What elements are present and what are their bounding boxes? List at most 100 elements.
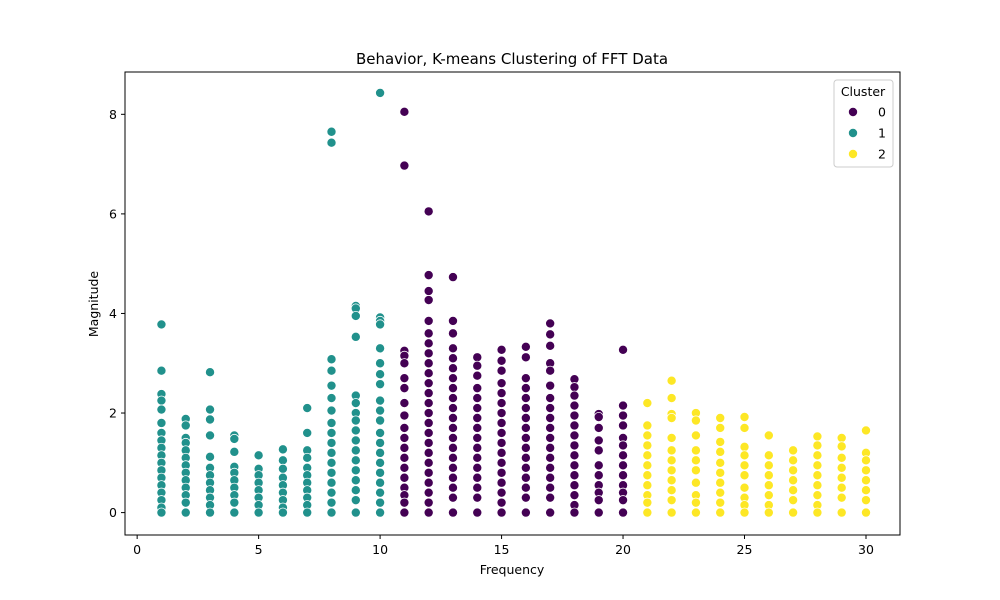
data-point-cluster-0 [447, 353, 458, 364]
data-point-cluster-0 [399, 472, 410, 483]
data-point-cluster-0 [496, 427, 507, 438]
data-point-cluster-2 [666, 432, 677, 443]
data-point-cluster-2 [642, 470, 653, 481]
data-point-cluster-2 [812, 480, 823, 491]
data-point-cluster-0 [423, 477, 434, 488]
data-point-cluster-1 [302, 403, 313, 414]
data-point-cluster-0 [545, 462, 556, 473]
data-point-cluster-0 [520, 452, 531, 463]
y-tick-label: 6 [109, 206, 117, 221]
legend-label-2: 2 [878, 147, 886, 162]
data-point-cluster-2 [666, 455, 677, 466]
data-point-cluster-0 [472, 422, 483, 433]
data-point-cluster-0 [569, 400, 580, 411]
data-point-cluster-0 [545, 442, 556, 453]
data-point-cluster-1 [229, 433, 240, 444]
data-point-cluster-0 [618, 470, 629, 481]
data-point-cluster-2 [715, 457, 726, 468]
data-point-cluster-1 [375, 415, 386, 426]
data-point-cluster-0 [399, 507, 410, 518]
data-point-cluster-1 [277, 444, 288, 455]
data-point-cluster-0 [618, 440, 629, 451]
data-point-cluster-1 [375, 427, 386, 438]
data-point-cluster-1 [326, 447, 337, 458]
y-tick-label: 2 [109, 406, 117, 421]
data-point-cluster-2 [739, 470, 750, 481]
data-point-cluster-0 [496, 487, 507, 498]
data-point-cluster-0 [423, 348, 434, 359]
data-point-cluster-0 [545, 492, 556, 503]
data-point-cluster-0 [496, 467, 507, 478]
data-point-cluster-0 [569, 382, 580, 393]
data-point-cluster-0 [472, 432, 483, 443]
data-point-cluster-1 [375, 477, 386, 488]
data-point-cluster-0 [618, 344, 629, 355]
data-point-cluster-0 [496, 388, 507, 399]
data-point-cluster-1 [326, 427, 337, 438]
data-point-cluster-0 [496, 507, 507, 518]
data-point-cluster-1 [375, 87, 386, 98]
data-point-cluster-2 [739, 482, 750, 493]
data-point-cluster-2 [836, 452, 847, 463]
data-point-cluster-2 [788, 445, 799, 456]
data-point-cluster-0 [618, 420, 629, 431]
x-tick-label: 20 [615, 542, 631, 557]
data-point-cluster-1 [375, 395, 386, 406]
data-point-cluster-2 [812, 507, 823, 518]
data-point-cluster-0 [423, 270, 434, 281]
data-point-cluster-0 [423, 388, 434, 399]
data-point-cluster-0 [399, 442, 410, 453]
data-point-cluster-2 [715, 413, 726, 424]
data-point-cluster-0 [472, 507, 483, 518]
legend-box [833, 79, 894, 168]
data-point-cluster-2 [642, 398, 653, 409]
data-point-cluster-1 [326, 457, 337, 468]
data-point-cluster-1 [277, 463, 288, 474]
data-point-cluster-0 [472, 360, 483, 371]
data-point-cluster-0 [593, 422, 604, 433]
data-point-cluster-0 [593, 470, 604, 481]
data-point-cluster-2 [690, 445, 701, 456]
data-point-cluster-1 [375, 467, 386, 478]
data-point-cluster-0 [520, 413, 531, 424]
data-point-cluster-1 [350, 331, 361, 342]
data-point-cluster-2 [642, 430, 653, 441]
x-tick-label: 10 [372, 542, 388, 557]
data-point-cluster-1 [156, 365, 167, 376]
data-point-cluster-2 [715, 436, 726, 447]
data-point-cluster-0 [399, 422, 410, 433]
data-point-cluster-0 [399, 160, 410, 171]
data-point-cluster-2 [715, 467, 726, 478]
data-point-cluster-2 [860, 455, 871, 466]
data-point-cluster-0 [423, 417, 434, 428]
data-point-cluster-0 [496, 408, 507, 419]
y-axis-label: Magnitude [86, 271, 101, 338]
data-point-cluster-1 [277, 507, 288, 518]
data-point-cluster-0 [447, 383, 458, 394]
data-point-cluster-1 [326, 467, 337, 478]
data-point-cluster-2 [788, 475, 799, 486]
data-point-cluster-0 [520, 403, 531, 414]
data-point-cluster-1 [229, 507, 240, 518]
data-point-cluster-0 [447, 507, 458, 518]
data-point-cluster-1 [375, 369, 386, 380]
data-point-cluster-0 [545, 432, 556, 443]
data-point-cluster-1 [326, 354, 337, 365]
data-point-cluster-2 [763, 507, 774, 518]
legend: Cluster 0 1 2 [833, 79, 894, 168]
data-point-cluster-0 [569, 450, 580, 461]
data-point-cluster-2 [739, 507, 750, 518]
data-point-cluster-2 [812, 470, 823, 481]
data-point-cluster-1 [205, 451, 216, 462]
data-point-cluster-1 [156, 507, 167, 518]
data-point-cluster-0 [496, 447, 507, 458]
data-point-cluster-0 [472, 370, 483, 381]
data-point-cluster-0 [399, 383, 410, 394]
data-point-cluster-0 [447, 393, 458, 404]
data-point-cluster-0 [593, 507, 604, 518]
data-point-cluster-0 [618, 450, 629, 461]
data-point-cluster-0 [472, 383, 483, 394]
data-point-cluster-0 [423, 447, 434, 458]
data-point-cluster-0 [496, 398, 507, 409]
data-point-cluster-1 [375, 497, 386, 508]
